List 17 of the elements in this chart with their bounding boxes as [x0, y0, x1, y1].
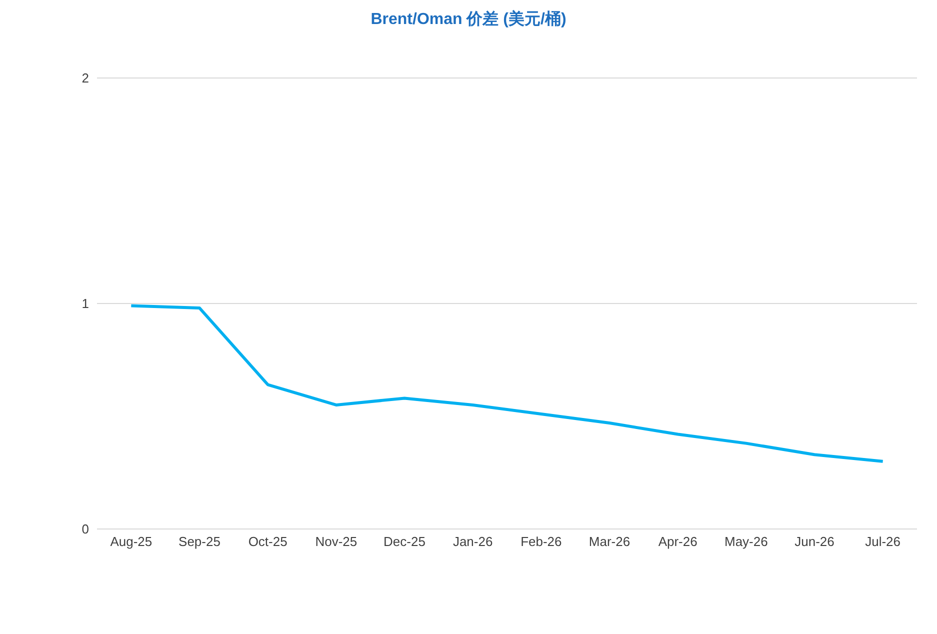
- x-tick-label: Jun-26: [794, 534, 834, 550]
- x-tick-label: Feb-26: [520, 534, 562, 550]
- x-tick-label: Oct-25: [248, 534, 288, 550]
- x-tick-label: Aug-25: [110, 534, 152, 550]
- x-tick-label: May-26: [724, 534, 768, 550]
- x-tick-label: Sep-25: [178, 534, 220, 550]
- y-tick-label: 1: [82, 296, 89, 312]
- chart-title: Brent/Oman 价差 (美元/桶): [370, 9, 568, 30]
- x-tick-label: Jul-26: [865, 534, 901, 550]
- x-tick-label: Nov-25: [315, 534, 358, 550]
- y-tick-label: 2: [82, 70, 89, 86]
- x-tick-label: Apr-26: [658, 534, 698, 550]
- x-tick-label: Dec-25: [384, 534, 426, 550]
- line-series: [130, 304, 884, 463]
- y-tick-label: 0: [82, 522, 89, 537]
- x-tick-label: Jan-26: [452, 534, 493, 550]
- x-tick-label: Mar-26: [588, 534, 630, 550]
